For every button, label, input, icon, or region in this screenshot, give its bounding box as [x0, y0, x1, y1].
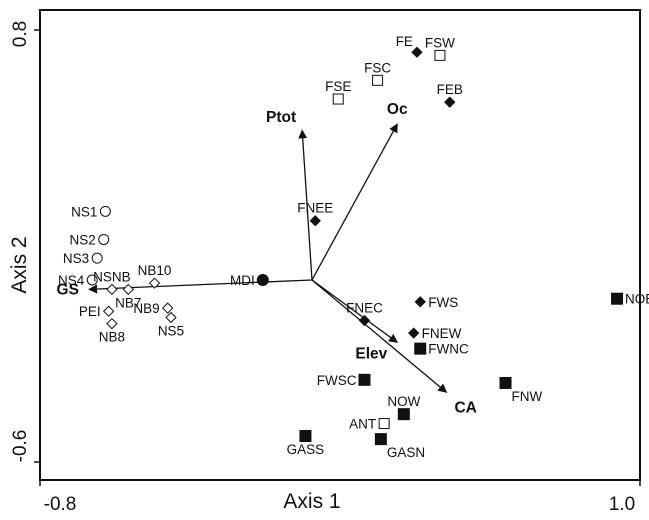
point-ns2: [98, 233, 110, 245]
vector-ptot: [298, 129, 313, 281]
point-label-fnec: FNEC: [346, 301, 383, 316]
point-label-fnew: FNEW: [422, 326, 462, 341]
point-label-nb10: NB10: [138, 263, 172, 278]
point-label-ns3: NS3: [63, 251, 89, 266]
point-ns1: [99, 205, 111, 217]
point-now: [397, 408, 410, 421]
x-axis: -0.8 1.0 Axis 1: [39, 480, 641, 515]
point-fnew: [408, 327, 420, 339]
point-label-ns5: NS5: [158, 323, 184, 338]
point-label-fe: FE: [396, 34, 413, 49]
point-nb10: [148, 277, 161, 289]
point-label-nb7: NB7: [115, 295, 141, 310]
point-nb9: [162, 302, 174, 314]
vectors-layer: Ptot Oc GS Elev CA: [57, 101, 477, 416]
vector-label-oc: Oc: [387, 101, 408, 118]
point-fse: [332, 93, 344, 105]
vector-label-elev: Elev: [355, 345, 387, 362]
point-label-nb9: NB9: [133, 301, 159, 316]
point-label-nsnb: NSNB: [93, 269, 131, 284]
y-axis: 0.8 -0.6 Axis 2: [8, 21, 40, 463]
point-feb: [444, 96, 456, 108]
point-label-fws: FWS: [428, 295, 458, 310]
point-label-ns2: NS2: [69, 232, 95, 247]
x-axis-title: Axis 1: [283, 490, 340, 513]
point-fwnc: [414, 342, 427, 355]
x-tick-label-max: 1.0: [609, 494, 635, 515]
point-label-gasn: GASN: [387, 445, 425, 460]
point-label-noe: NOE: [625, 292, 649, 307]
vector-oc: [311, 123, 398, 281]
point-nb7: [122, 283, 134, 296]
vector-label-ptot: Ptot: [266, 109, 296, 126]
vector-ca: [311, 279, 448, 393]
point-fnec: [358, 314, 371, 327]
point-ant: [378, 418, 390, 430]
point-fnee: [309, 215, 321, 227]
point-label-fsw: FSW: [425, 35, 455, 50]
x-tick-label-min: -0.8: [44, 494, 77, 515]
vector-label-ca: CA: [454, 399, 476, 416]
point-label-fsc: FSC: [364, 60, 391, 75]
point-noe: [611, 292, 624, 305]
point-fe: [411, 46, 423, 58]
point-mdi: [256, 274, 269, 286]
point-label-now: NOW: [387, 394, 420, 409]
y-tick-label-max: 0.8: [10, 21, 31, 47]
point-fwsc: [358, 373, 371, 386]
y-tick-label-min: -0.6: [10, 430, 31, 463]
point-label-gass: GASS: [287, 442, 325, 457]
vector-elev: [311, 279, 399, 343]
point-label-fnee: FNEE: [297, 201, 333, 216]
point-gass: [299, 430, 312, 442]
point-fws: [414, 296, 426, 308]
y-axis-title: Axis 2: [8, 236, 31, 293]
point-ns4: [86, 274, 98, 286]
point-label-ant: ANT: [349, 417, 376, 432]
point-label-fwnc: FWNC: [428, 342, 469, 357]
point-label-ns1: NS1: [71, 204, 97, 219]
point-label-fnw: FNW: [512, 389, 543, 404]
point-gasn: [374, 433, 387, 446]
point-label-fse: FSE: [325, 79, 351, 94]
plot-frame: [39, 9, 641, 481]
point-label-pei: PEI: [79, 304, 101, 319]
point-label-nb8: NB8: [99, 330, 125, 345]
point-pei: [102, 305, 115, 317]
point-fsc: [372, 74, 384, 86]
point-fnw: [499, 376, 512, 389]
point-nb8: [106, 318, 118, 330]
point-label-mdi: MDI: [230, 273, 255, 288]
point-label-fwsc: FWSC: [317, 373, 357, 388]
point-nsnb: [106, 283, 118, 296]
vector-label-gs: GS: [57, 281, 79, 298]
point-fsw: [434, 49, 446, 61]
point-label-feb: FEB: [437, 82, 463, 97]
points-layer: NS1 NS2 NS3 NS4 NSNB NB7 NB10 NB9 NS5 PEI NB8 MDI FN…: [58, 34, 649, 460]
point-ns3: [91, 252, 103, 264]
point-label-ns4: NS4: [58, 273, 85, 288]
point-ns5: [165, 311, 177, 324]
